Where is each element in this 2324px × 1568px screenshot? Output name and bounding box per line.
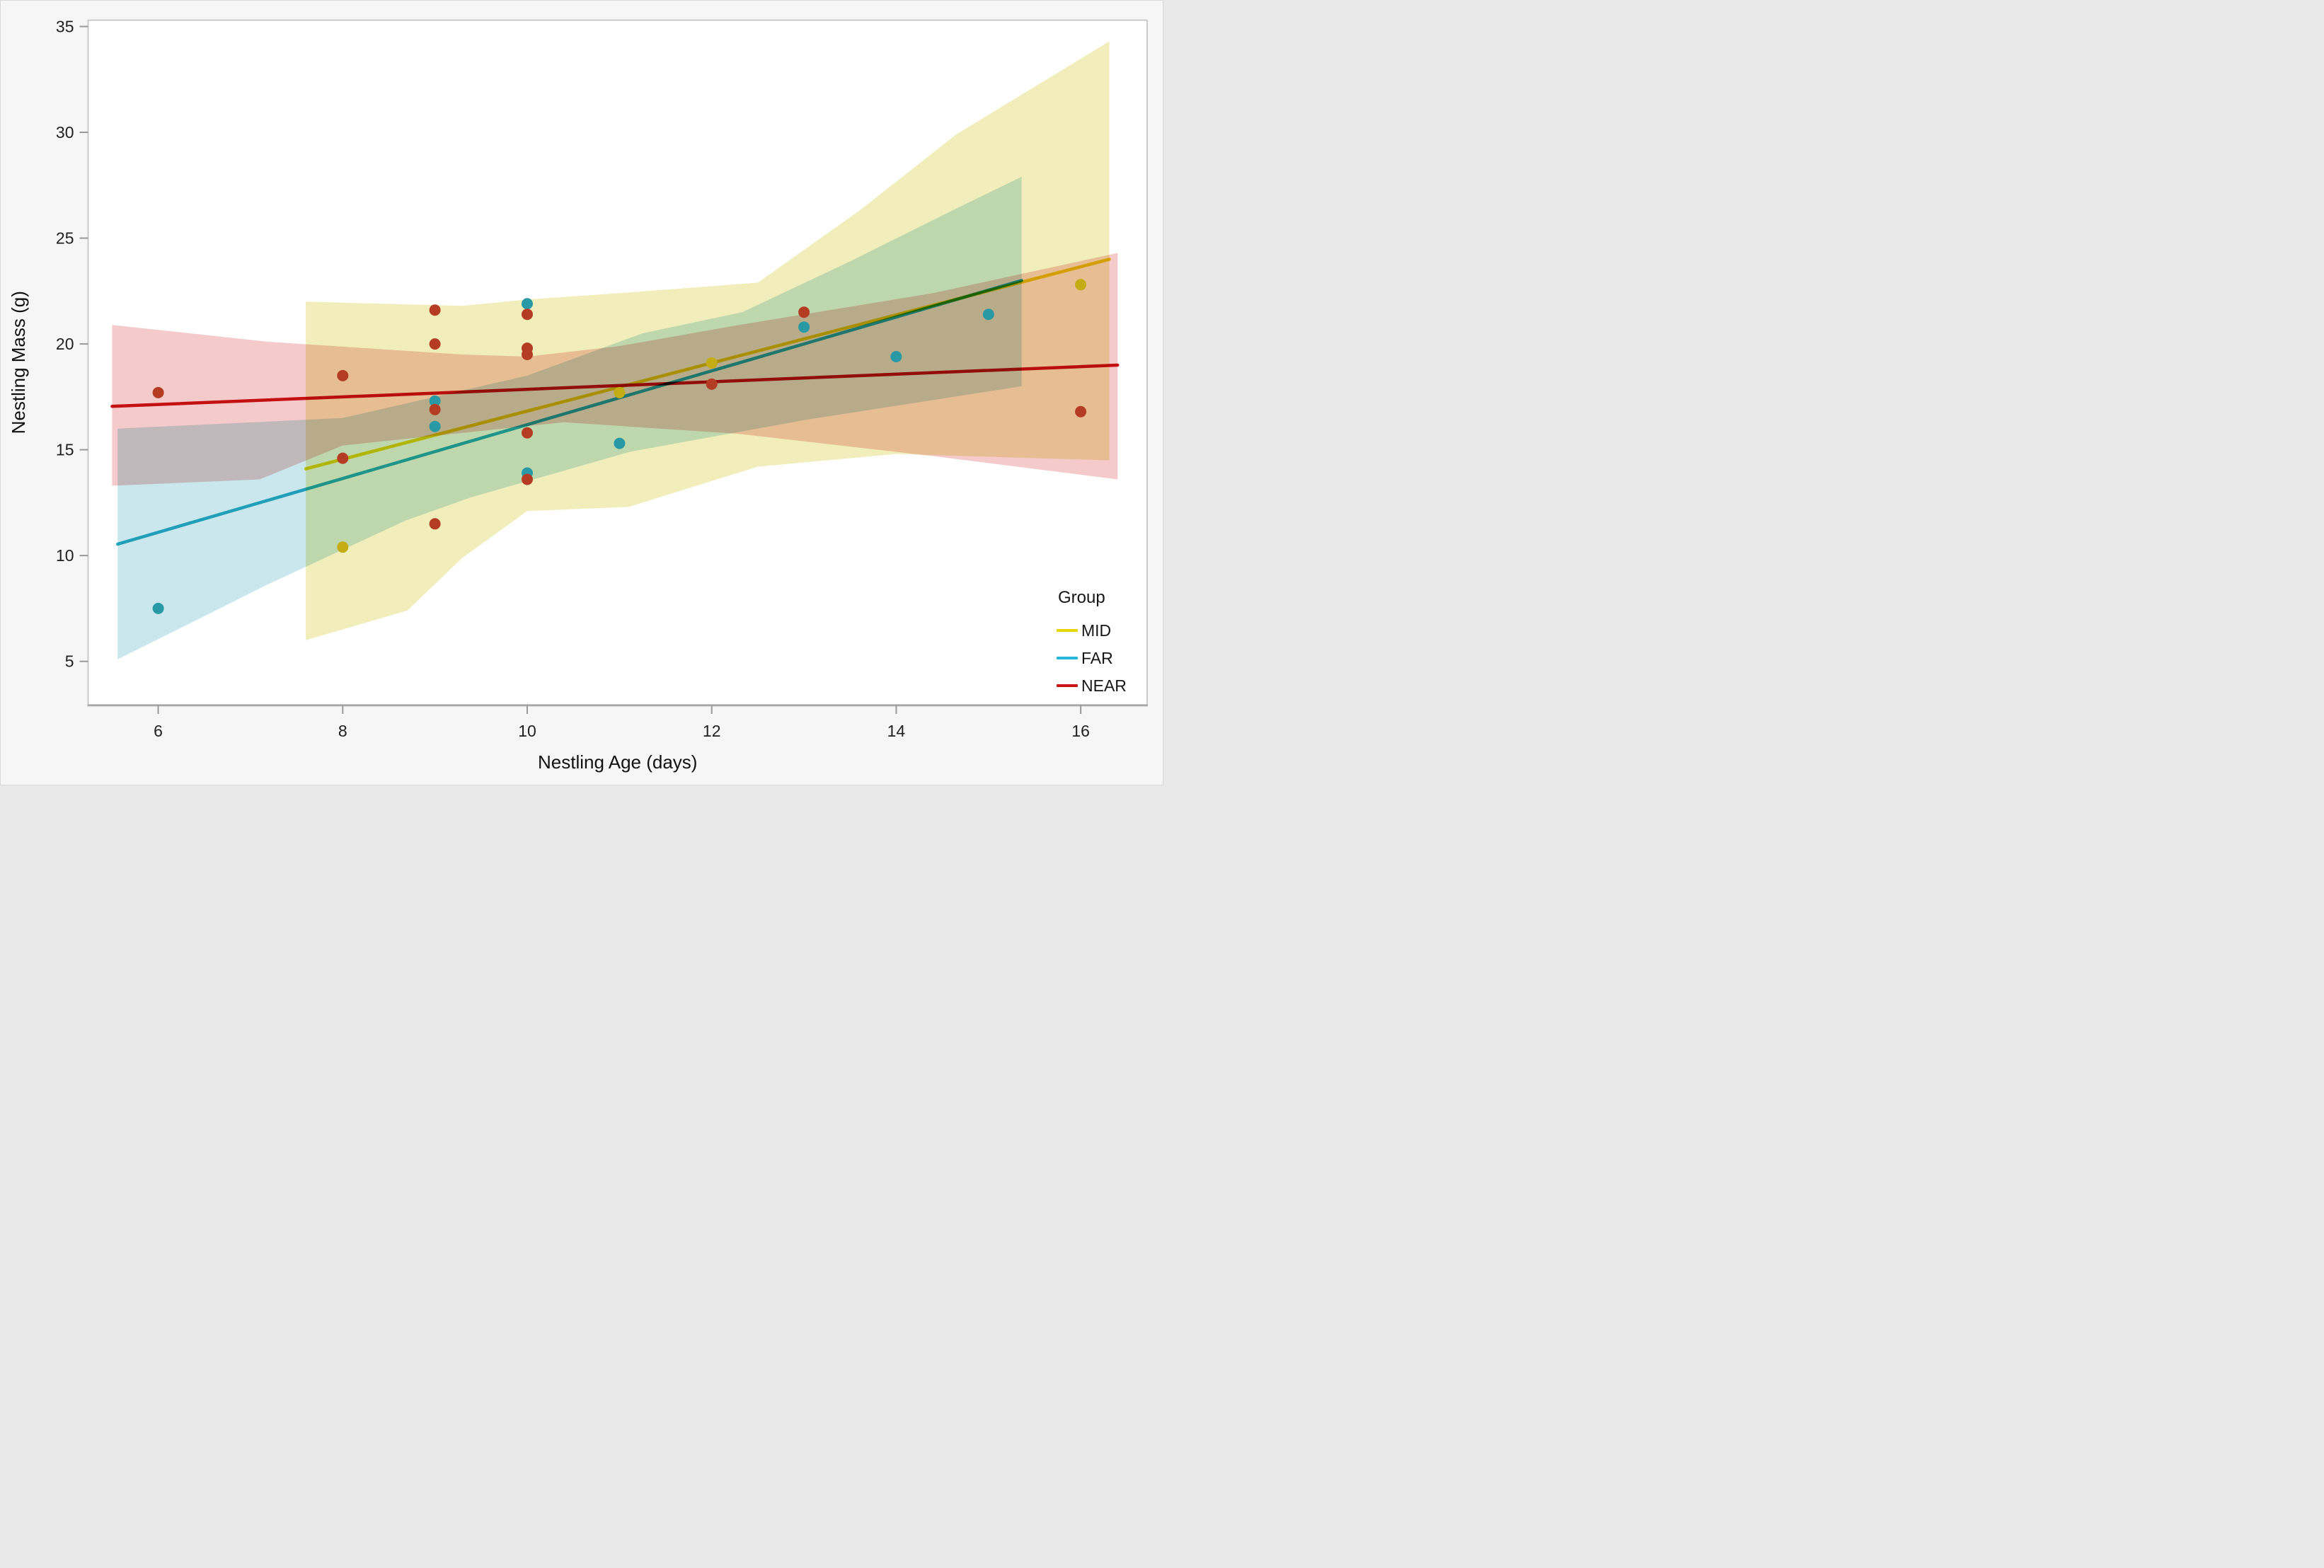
- far-line-swatch-icon: [1057, 657, 1078, 659]
- x-tick-label: 16: [1071, 722, 1090, 740]
- legend-label-mid: MID: [1081, 621, 1112, 640]
- x-tick-label: 12: [703, 722, 721, 740]
- far-data-point: [798, 321, 810, 333]
- mid-data-point: [337, 541, 349, 553]
- near-fit-line: [110, 363, 1120, 408]
- x-tick-label: 10: [518, 722, 536, 740]
- y-axis-title: Nestling Mass (g): [8, 291, 29, 434]
- near-data-point: [429, 518, 441, 530]
- y-tick-label: 10: [56, 546, 74, 565]
- near-data-point: [429, 304, 441, 316]
- legend-entry-near: NEAR: [1057, 677, 1163, 694]
- far-data-point: [522, 298, 533, 310]
- near-confidence-band: [112, 253, 1118, 486]
- near-data-point: [522, 473, 533, 485]
- x-axis-title: Nestling Age (days): [538, 751, 697, 773]
- plot-window: 5 10 15 20 25 30 35 6 8 10 12 14 16 Nestling Age (da…: [0, 0, 1163, 785]
- confidence-bands: [112, 41, 1118, 659]
- mid-line-swatch-icon: [1057, 629, 1078, 632]
- mid-data-point: [1075, 279, 1087, 291]
- far-fit-line: [115, 279, 1023, 546]
- near-data-point: [706, 378, 718, 390]
- near-data-point: [522, 427, 533, 439]
- legend-label-near: NEAR: [1081, 676, 1127, 695]
- y-tick-label: 25: [56, 229, 74, 248]
- scatter-plot: 5 10 15 20 25 30 35 6 8 10 12 14 16 Nestling Age (da…: [8, 17, 1148, 773]
- near-line-swatch-icon: [1057, 684, 1078, 687]
- axes: 5 10 15 20 25 30 35 6 8 10 12 14 16: [56, 17, 1148, 740]
- y-tick-label: 20: [56, 335, 74, 353]
- far-data-point: [152, 602, 164, 614]
- legend: Group MID FAR NEAR: [1057, 589, 1163, 705]
- near-data-point: [152, 386, 164, 398]
- near-data-point: [798, 306, 810, 318]
- y-tick-label: 35: [56, 17, 74, 35]
- legend-entry-mid: MID: [1057, 622, 1163, 639]
- y-tick-label: 5: [65, 652, 74, 671]
- near-data-point: [522, 309, 533, 321]
- legend-label-far: FAR: [1081, 648, 1113, 667]
- near-data-point: [429, 403, 441, 415]
- x-tick-label: 8: [338, 722, 347, 740]
- legend-title: Group: [1058, 588, 1105, 607]
- far-data-point: [429, 395, 441, 407]
- near-data-point: [429, 338, 441, 350]
- x-tick-label: 14: [887, 722, 906, 740]
- near-data-point: [337, 452, 349, 464]
- far-data-point: [614, 437, 626, 449]
- legend-entry-far: FAR: [1057, 650, 1163, 667]
- near-data-point: [1075, 405, 1087, 417]
- y-tick-label: 30: [56, 123, 74, 142]
- x-tick-label: 6: [154, 722, 163, 740]
- near-data-point: [337, 369, 349, 381]
- mid-data-point: [614, 386, 626, 398]
- far-data-point: [890, 351, 902, 362]
- near-data-point: [522, 349, 533, 360]
- data-points: [152, 279, 1087, 614]
- y-tick-label: 15: [56, 441, 74, 459]
- far-data-point: [429, 420, 441, 432]
- far-data-point: [982, 309, 994, 321]
- mid-data-point: [706, 357, 718, 369]
